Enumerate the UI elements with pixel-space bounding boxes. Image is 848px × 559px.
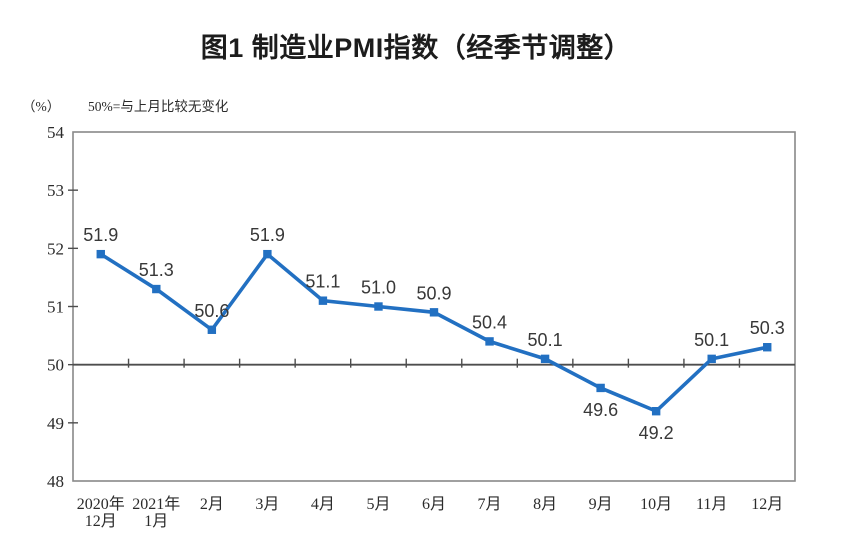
data-point-marker xyxy=(596,383,605,393)
data-point-label: 50.1 xyxy=(694,330,729,350)
x-axis-label: 10月 xyxy=(640,496,672,513)
y-axis-tick-label: 52 xyxy=(47,239,64,258)
x-axis-label: 9月 xyxy=(589,496,613,513)
data-point-marker xyxy=(263,249,272,259)
data-point-marker xyxy=(763,343,772,352)
data-point-label: 51.9 xyxy=(83,225,118,245)
x-axis-label: 11月 xyxy=(696,496,727,513)
x-axis-label: 2月 xyxy=(200,496,224,513)
y-axis-tick-label: 50 xyxy=(47,356,64,375)
data-point-label: 49.6 xyxy=(583,400,618,420)
data-point-marker xyxy=(96,249,105,259)
y-axis-tick-label: 54 xyxy=(47,123,65,142)
data-point-marker xyxy=(429,308,439,317)
data-point-label: 50.4 xyxy=(472,312,507,332)
reference-note: 50%=与上月比较无变化 xyxy=(88,99,229,114)
data-point-marker xyxy=(207,325,217,334)
chart-title: 图1 制造业PMI指数（经季节调整） xyxy=(200,33,632,63)
y-axis-unit-label: （%） xyxy=(22,99,61,114)
x-axis-label: 3月 xyxy=(255,496,279,513)
data-point-label: 49.2 xyxy=(639,423,674,443)
y-axis-tick-label: 53 xyxy=(47,181,64,200)
data-point-label: 50.6 xyxy=(194,301,229,321)
pmi-line xyxy=(99,251,768,414)
x-axis-label: 5月 xyxy=(366,496,390,513)
data-point-label: 51.3 xyxy=(139,260,174,280)
data-point-label: 51.0 xyxy=(361,278,396,298)
x-axis-label: 12月 xyxy=(85,513,117,530)
y-axis-tick-label: 51 xyxy=(47,298,64,317)
x-axis-label: 12月 xyxy=(751,496,783,513)
data-point-marker xyxy=(540,354,550,364)
data-point-label: 50.3 xyxy=(750,318,785,338)
data-point-marker xyxy=(651,407,661,416)
data-point-marker xyxy=(707,354,716,364)
data-point-label: 50.9 xyxy=(416,283,451,303)
data-point-label: 51.1 xyxy=(305,272,340,292)
data-point-label: 51.9 xyxy=(250,225,285,245)
data-point-marker xyxy=(318,296,328,305)
x-axis-label: 4月 xyxy=(311,496,335,513)
x-axis-label: 7月 xyxy=(478,496,502,513)
y-axis-tick-label: 49 xyxy=(47,414,64,433)
data-point-marker xyxy=(485,337,494,346)
x-axis-label: 2021年 xyxy=(132,495,180,513)
data-point-label: 50.1 xyxy=(528,330,563,350)
data-point-marker xyxy=(374,302,383,311)
x-axis-label: 2020年 xyxy=(77,495,125,513)
data-point-marker xyxy=(152,284,161,294)
x-axis-label: 6月 xyxy=(422,496,446,513)
x-axis-label: 1月 xyxy=(144,513,168,530)
x-axis-label: 8月 xyxy=(533,496,557,513)
y-axis-tick-label: 48 xyxy=(47,472,64,491)
